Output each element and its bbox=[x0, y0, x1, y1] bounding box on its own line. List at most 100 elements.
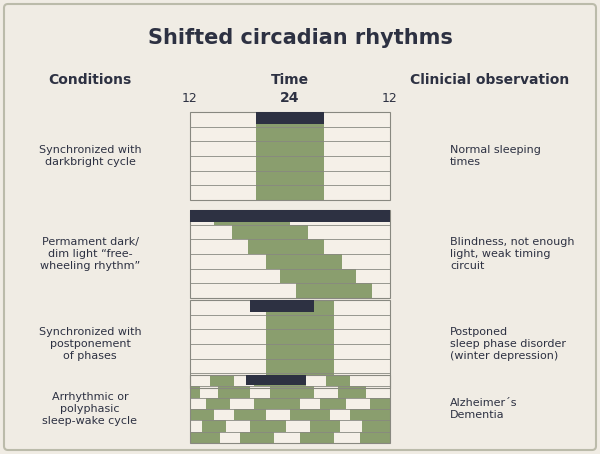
Bar bbox=[190, 156, 256, 171]
Bar bbox=[280, 269, 356, 283]
Bar bbox=[266, 315, 334, 329]
Bar bbox=[256, 156, 324, 171]
Bar bbox=[334, 300, 390, 315]
Bar bbox=[250, 420, 286, 432]
Bar bbox=[190, 112, 256, 127]
Bar bbox=[256, 141, 324, 156]
Bar bbox=[226, 420, 250, 432]
Bar bbox=[214, 409, 234, 420]
Bar bbox=[334, 432, 360, 443]
Bar bbox=[306, 375, 326, 386]
Bar bbox=[190, 269, 280, 283]
FancyBboxPatch shape bbox=[4, 4, 596, 450]
Bar bbox=[372, 283, 390, 298]
Bar bbox=[190, 210, 390, 298]
Bar bbox=[314, 386, 338, 398]
Text: Shifted circadian rhythms: Shifted circadian rhythms bbox=[148, 28, 452, 48]
Bar bbox=[286, 420, 310, 432]
Text: Blindness, not enough
light, weak timing
circuit: Blindness, not enough light, weak timing… bbox=[450, 237, 575, 271]
Bar bbox=[190, 386, 200, 398]
Bar bbox=[190, 239, 248, 254]
Bar bbox=[190, 300, 390, 388]
Bar bbox=[190, 127, 256, 141]
Bar bbox=[190, 373, 266, 388]
Text: 12: 12 bbox=[182, 92, 198, 104]
Bar bbox=[274, 432, 300, 443]
Bar bbox=[324, 127, 390, 141]
Bar bbox=[360, 432, 390, 443]
Bar bbox=[234, 375, 254, 386]
Bar bbox=[338, 386, 366, 398]
Bar bbox=[190, 359, 266, 373]
Bar bbox=[266, 254, 342, 269]
Bar bbox=[190, 210, 214, 225]
Bar bbox=[254, 398, 300, 409]
Bar bbox=[266, 329, 334, 344]
Text: Synchronized with
darkbright cycle: Synchronized with darkbright cycle bbox=[38, 145, 142, 167]
Bar bbox=[190, 375, 390, 443]
Bar bbox=[250, 386, 270, 398]
Bar bbox=[334, 329, 390, 344]
Bar bbox=[190, 254, 266, 269]
Bar bbox=[190, 225, 232, 239]
Bar bbox=[190, 344, 266, 359]
Bar bbox=[190, 329, 266, 344]
Bar bbox=[346, 398, 370, 409]
Bar bbox=[190, 398, 206, 409]
Bar bbox=[190, 409, 214, 420]
Bar bbox=[200, 386, 218, 398]
Bar bbox=[266, 300, 334, 315]
Bar bbox=[334, 315, 390, 329]
Bar bbox=[190, 300, 266, 315]
Bar bbox=[266, 344, 334, 359]
Text: Postponed
sleep phase disorder
(winter depression): Postponed sleep phase disorder (winter d… bbox=[450, 327, 566, 360]
Bar bbox=[202, 420, 226, 432]
Bar bbox=[342, 254, 390, 269]
Bar bbox=[320, 398, 346, 409]
Bar bbox=[290, 409, 330, 420]
Bar bbox=[310, 420, 340, 432]
Text: Permament dark/
dim light “free-
wheeling rhythm”: Permament dark/ dim light “free- wheelin… bbox=[40, 237, 140, 271]
Bar bbox=[190, 171, 256, 185]
Bar bbox=[296, 283, 372, 298]
Bar bbox=[210, 375, 234, 386]
Bar bbox=[206, 398, 230, 409]
Bar bbox=[254, 375, 306, 386]
Bar bbox=[230, 398, 254, 409]
Bar bbox=[324, 112, 390, 127]
Text: Normal sleeping
times: Normal sleeping times bbox=[450, 145, 541, 167]
Bar bbox=[366, 386, 390, 398]
Bar bbox=[324, 239, 390, 254]
Bar bbox=[220, 432, 240, 443]
Bar bbox=[266, 373, 334, 388]
Bar bbox=[350, 409, 390, 420]
Bar bbox=[240, 432, 274, 443]
Bar bbox=[266, 359, 334, 373]
Bar bbox=[324, 156, 390, 171]
Bar bbox=[334, 359, 390, 373]
Bar bbox=[300, 398, 320, 409]
Bar bbox=[190, 141, 256, 156]
Bar bbox=[362, 420, 390, 432]
Bar bbox=[246, 375, 306, 385]
Bar bbox=[256, 127, 324, 141]
Bar bbox=[248, 239, 324, 254]
Bar bbox=[190, 420, 202, 432]
Text: Synchronized with
postponement
of phases: Synchronized with postponement of phases bbox=[38, 327, 142, 360]
Text: Conditions: Conditions bbox=[49, 73, 131, 87]
Bar bbox=[190, 432, 220, 443]
Bar bbox=[190, 112, 390, 200]
Text: Alzheimer´s
Dementia: Alzheimer´s Dementia bbox=[450, 398, 517, 420]
Text: Time: Time bbox=[271, 73, 309, 87]
Bar bbox=[266, 409, 290, 420]
Bar bbox=[334, 344, 390, 359]
Bar bbox=[256, 185, 324, 200]
Bar bbox=[270, 386, 314, 398]
Bar bbox=[256, 112, 324, 124]
Bar bbox=[190, 315, 266, 329]
Bar bbox=[324, 185, 390, 200]
Bar bbox=[190, 185, 256, 200]
Bar bbox=[190, 375, 390, 443]
Bar bbox=[324, 141, 390, 156]
Bar bbox=[356, 269, 390, 283]
